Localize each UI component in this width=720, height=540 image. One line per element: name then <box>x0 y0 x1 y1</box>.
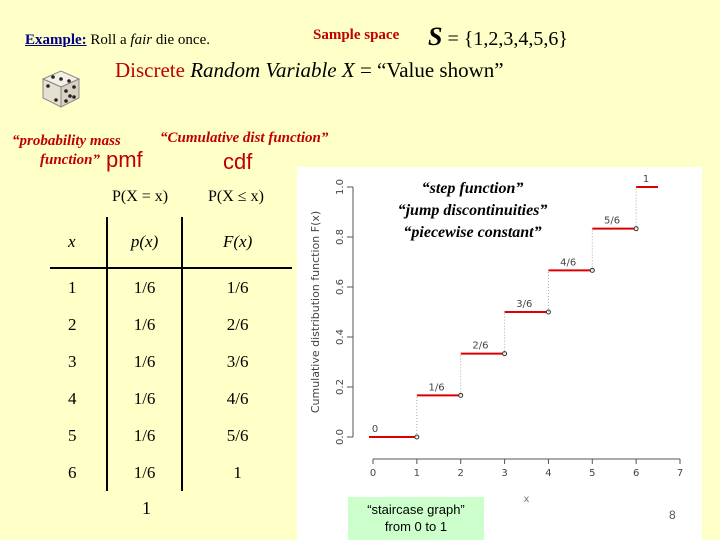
example-fair: fair <box>130 32 153 48</box>
staircase-badge: “staircase graph” from 0 to 1 <box>348 497 484 540</box>
example-text-1: Roll a <box>86 32 131 48</box>
cell-x: 1 <box>68 277 77 297</box>
pmf-word: pmf <box>106 147 143 172</box>
cell-x: 6 <box>68 462 77 482</box>
step-value-label: 1 <box>643 174 649 185</box>
step-open-point <box>589 267 595 273</box>
cell-x: 3 <box>68 351 77 371</box>
cell-px: 1/6 <box>105 343 183 380</box>
header-px: p(x) <box>105 217 183 268</box>
table-row: 4 1/6 4/6 <box>50 380 292 417</box>
drv-x: X <box>341 58 355 82</box>
y-tick-label: 1.0 <box>335 179 346 195</box>
cell-fx: 1/6 <box>181 268 292 306</box>
header-x: x <box>68 232 76 251</box>
slide-number: 8 <box>669 508 676 522</box>
table-row: 5 1/6 5/6 <box>50 417 292 454</box>
probability-table: x p(x) F(x) 1 1/6 1/6 2 1/6 2/6 3 1/6 3/6 4 1/6… <box>50 217 292 491</box>
pmf-sum: 1 <box>142 498 151 518</box>
cdf-caption: “Cumulative dist function” <box>160 130 329 146</box>
x-tick-label: 3 <box>501 468 507 479</box>
cell-fx: 4/6 <box>181 380 292 417</box>
table-row: 1 1/6 1/6 <box>50 268 292 306</box>
x-tick-label: 7 <box>677 468 683 479</box>
step-value-label: 1/6 <box>429 382 445 393</box>
cell-px: 1/6 <box>105 268 183 306</box>
pmf-column-formula: P(X = x) <box>112 188 169 205</box>
cdf-chart: 0.0 0.2 0.4 0.6 0.8 1.0 Cumulative distributio… <box>309 174 683 505</box>
drv-discrete: Discrete <box>115 58 185 82</box>
pmf-caption-line1: “probability mass <box>12 133 121 149</box>
sample-space-symbol: S <box>428 22 443 51</box>
step-function-note: “step function” “jump discontinuities” “… <box>360 178 585 244</box>
x-tick-label: 4 <box>545 468 551 479</box>
y-tick-label: 0.6 <box>335 279 346 295</box>
y-axis-label: Cumulative distribution function F(x) <box>309 211 322 413</box>
example-label: Example: Roll a fair die once. <box>25 32 210 49</box>
cell-x: 4 <box>68 388 77 408</box>
cell-fx: 2/6 <box>181 306 292 343</box>
step-open-point <box>458 392 464 398</box>
step-note-line3: “piecewise constant” <box>403 224 542 241</box>
table-header-row: x p(x) F(x) <box>50 217 292 268</box>
x-tick-label: 0 <box>370 468 376 479</box>
pmf-caption-line2: function” <box>40 152 101 168</box>
y-tick-label: 0.2 <box>335 379 346 395</box>
y-tick-label: 0.4 <box>335 329 346 345</box>
step-value-label: 4/6 <box>560 257 576 268</box>
cdf-column-formula: P(X ≤ x) <box>208 188 264 205</box>
x-tick-label: 1 <box>414 468 420 479</box>
sample-space-values: = {1,2,3,4,5,6} <box>442 28 568 50</box>
staircase-line2: from 0 to 1 <box>384 519 448 534</box>
header-fx: F(x) <box>181 217 292 268</box>
y-tick-label: 0.0 <box>335 429 346 445</box>
y-tick-label: 0.8 <box>335 229 346 245</box>
x-tick-label: 5 <box>589 468 595 479</box>
cell-x: 2 <box>68 314 77 334</box>
staircase-line1: “staircase graph” <box>367 502 465 517</box>
cell-fx: 3/6 <box>181 343 292 380</box>
cell-px: 1/6 <box>105 454 183 491</box>
x-tick-label: 6 <box>633 468 639 479</box>
sample-space-label: Sample space <box>313 27 400 43</box>
table-row: 3 1/6 3/6 <box>50 343 292 380</box>
cell-px: 1/6 <box>105 306 183 343</box>
example-prefix: Example: <box>25 32 87 48</box>
example-text-2: die once. <box>152 32 210 48</box>
cell-fx: 5/6 <box>181 417 292 454</box>
table-row: 2 1/6 2/6 <box>50 306 292 343</box>
step-value-label: 2/6 <box>472 341 488 352</box>
x-axis-label: x <box>524 494 530 505</box>
cell-fx: 1 <box>181 454 292 491</box>
sample-space-set: S = {1,2,3,4,5,6} <box>428 22 568 52</box>
die-image <box>41 70 81 108</box>
drv-random-variable: Random Variable <box>184 58 342 82</box>
step-note-line2: “jump discontinuities” <box>397 202 548 219</box>
random-variable-title: Discrete Random Variable X = “Value show… <box>115 58 504 83</box>
table-row: 6 1/6 1 <box>50 454 292 491</box>
drv-value: = “Value shown” <box>354 58 504 82</box>
cell-x: 5 <box>68 425 77 445</box>
step-value-label: 5/6 <box>604 216 620 227</box>
cell-px: 1/6 <box>105 380 183 417</box>
cdf-word: cdf <box>223 149 253 174</box>
step-value-label: 0 <box>372 424 378 435</box>
cell-px: 1/6 <box>105 417 183 454</box>
x-tick-label: 2 <box>458 468 464 479</box>
step-note-line1: “step function” <box>421 180 524 197</box>
cdf-chart-panel: 0.0 0.2 0.4 0.6 0.8 1.0 Cumulative distributio… <box>297 167 702 540</box>
step-open-point <box>633 226 639 232</box>
step-value-label: 3/6 <box>516 299 532 310</box>
